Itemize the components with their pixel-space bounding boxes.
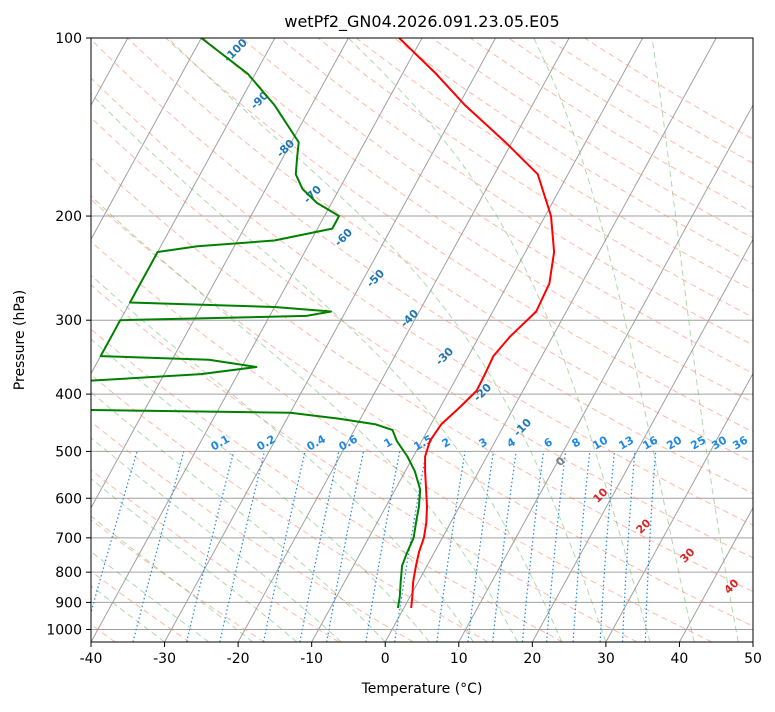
dry-adiabat-label: -100: [221, 36, 250, 65]
y-axis-label: Pressure (hPa): [12, 290, 28, 390]
mixing-ratio-line: [300, 451, 339, 642]
dry-adiabat: [0, 38, 775, 642]
mixing-ratio-line: [468, 451, 494, 642]
mixing-ratio-label: 8: [570, 435, 583, 450]
mixing-ratio-line: [523, 451, 544, 642]
background-lines: [0, 38, 775, 642]
x-tick-label: 0: [381, 651, 390, 667]
x-tick-label: -20: [227, 651, 250, 667]
x-tick-label: 40: [671, 651, 689, 667]
moist-adiabat: [0, 38, 297, 642]
dry-adiabat: [14, 38, 775, 642]
moist-adiabat: [0, 38, 209, 642]
data-series: [71, 38, 554, 608]
mixing-ratio-label: 20: [664, 433, 684, 452]
mixing-ratio-label: 6: [542, 435, 555, 450]
y-tick-label: 500: [55, 444, 82, 460]
dry-adiabat: [394, 38, 775, 642]
x-axis-label: Temperature (°C): [361, 681, 483, 697]
moist-adiabat: [652, 38, 738, 642]
dry-adiabat: [509, 38, 775, 642]
mixing-ratio-label: 1.5: [412, 432, 435, 453]
y-tick-label: 1000: [46, 622, 82, 638]
isotherm-line: [532, 38, 775, 642]
dry-adiabat: [0, 38, 264, 642]
x-tick-label: 10: [450, 651, 468, 667]
mixing-ratio-line: [547, 451, 566, 642]
y-tick-label: 100: [55, 31, 82, 47]
moist-adiabat-label: 20: [634, 516, 654, 536]
temperature-line: [399, 38, 554, 608]
mixing-ratio-label: 2: [440, 435, 453, 450]
y-tick-label: 600: [55, 491, 82, 507]
mixing-ratio-label: 0.4: [305, 432, 329, 453]
mixing-ratio-line: [264, 451, 306, 642]
dry-adiabat: [0, 38, 414, 642]
moist-adiabat: [39, 38, 562, 642]
mixing-ratio-label: 10: [590, 433, 610, 452]
dry-adiabat: [0, 38, 190, 642]
dry-adiabat-label: -50: [364, 267, 387, 290]
moist-adiabat: [0, 38, 385, 642]
dry-adiabat: [432, 38, 775, 642]
mixing-ratio-label: 13: [616, 434, 636, 453]
y-tick-label: 300: [55, 313, 82, 329]
isotherm-line: [753, 38, 775, 642]
x-tick-label: -10: [300, 651, 323, 667]
dry-adiabat: [90, 38, 775, 642]
moist-adiabat-label: 10: [591, 485, 611, 505]
dry-adiabat: [0, 38, 775, 642]
dry-adiabat-label: -60: [332, 226, 355, 249]
chart-title: wetPf2_GN04.2026.091.23.05.E05: [284, 12, 559, 32]
y-tick-label: 900: [55, 595, 82, 611]
dry-adiabat: [0, 38, 637, 642]
mixing-ratio-line: [220, 451, 265, 642]
dry-adiabat: [0, 38, 563, 642]
isotherm-line: [165, 38, 496, 642]
mixing-ratio-label: 16: [640, 433, 660, 452]
dewpoint-line: [71, 38, 420, 608]
dry-adiabat-label: -40: [398, 307, 421, 330]
mixing-ratio-label: 3: [477, 435, 490, 450]
mixing-ratio-line: [437, 451, 465, 642]
mixing-ratio-label: 1: [382, 435, 395, 450]
y-tick-label: 800: [55, 565, 82, 581]
dry-adiabat: [280, 38, 775, 642]
moist-adiabat: [534, 38, 694, 642]
mixing-ratio-label: 0.1: [209, 432, 232, 453]
dry-adiabat-label: -70: [301, 183, 324, 206]
moist-adiabat-label: 40: [722, 576, 742, 596]
dry-adiabat: [0, 38, 488, 642]
y-tick-label: 200: [55, 209, 82, 225]
mixing-ratio-line: [623, 451, 635, 642]
x-tick-label: 30: [597, 651, 615, 667]
mixing-ratio-label: 25: [688, 434, 708, 453]
x-tick-label: -40: [80, 651, 103, 667]
y-tick-label: 400: [55, 387, 82, 403]
y-tick-label: 700: [55, 531, 82, 547]
x-tick-label: 50: [744, 651, 762, 667]
x-tick-label: 20: [523, 651, 541, 667]
dry-adiabat: [585, 38, 775, 642]
mixing-ratio-line: [493, 451, 517, 642]
plot-frame: [91, 38, 753, 642]
mixing-ratio-label: 30: [709, 433, 729, 452]
isotherm-line: [0, 38, 201, 642]
mixing-ratio-label: 0.6: [337, 432, 361, 453]
mixing-ratio-label: 36: [730, 433, 750, 452]
isotherm-line: [312, 38, 643, 642]
mixing-ratio-label: 4: [505, 435, 518, 450]
dry-adiabat: [318, 38, 775, 642]
mixing-ratio-label: 0.2: [255, 432, 278, 453]
dry-adiabat-label: -80: [274, 137, 297, 160]
x-tick-label: -30: [153, 651, 176, 667]
